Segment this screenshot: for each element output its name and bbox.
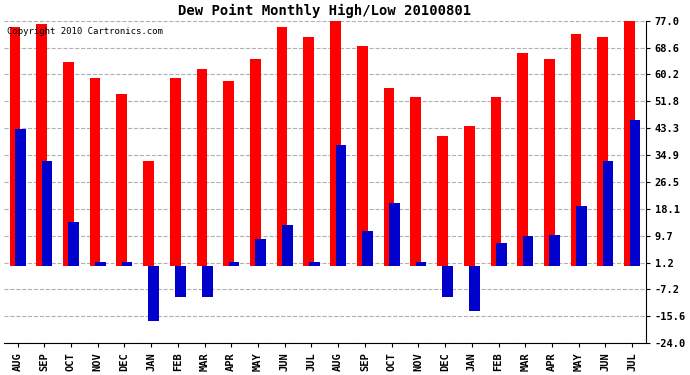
Bar bbox=[175, 267, 186, 297]
Bar bbox=[68, 222, 79, 267]
Bar bbox=[309, 262, 319, 267]
Bar bbox=[282, 225, 293, 267]
Bar bbox=[63, 62, 74, 267]
Bar bbox=[277, 27, 288, 267]
Bar bbox=[549, 235, 560, 267]
Bar bbox=[389, 203, 400, 267]
Bar bbox=[469, 267, 480, 311]
Bar bbox=[442, 267, 453, 297]
Bar bbox=[255, 239, 266, 267]
Bar bbox=[522, 236, 533, 267]
Bar bbox=[598, 37, 608, 267]
Bar bbox=[197, 69, 207, 267]
Bar bbox=[170, 78, 181, 267]
Bar bbox=[15, 129, 26, 267]
Bar bbox=[544, 59, 555, 267]
Bar bbox=[437, 136, 448, 267]
Title: Dew Point Monthly High/Low 20100801: Dew Point Monthly High/Low 20100801 bbox=[178, 4, 471, 18]
Bar bbox=[331, 18, 341, 267]
Bar bbox=[624, 21, 635, 267]
Bar bbox=[90, 78, 100, 267]
Bar bbox=[250, 59, 261, 267]
Bar bbox=[491, 98, 501, 267]
Bar bbox=[411, 98, 421, 267]
Text: Copyright 2010 Cartronics.com: Copyright 2010 Cartronics.com bbox=[8, 27, 164, 36]
Bar bbox=[464, 126, 475, 267]
Bar bbox=[335, 145, 346, 267]
Bar bbox=[496, 243, 506, 267]
Bar bbox=[362, 231, 373, 267]
Bar bbox=[357, 46, 368, 267]
Bar bbox=[576, 206, 586, 267]
Bar bbox=[95, 262, 106, 267]
Bar bbox=[41, 161, 52, 267]
Bar bbox=[117, 94, 127, 267]
Bar bbox=[10, 27, 20, 267]
Bar bbox=[224, 81, 234, 267]
Bar bbox=[143, 161, 154, 267]
Bar bbox=[121, 262, 132, 267]
Bar bbox=[202, 267, 213, 297]
Bar bbox=[629, 120, 640, 267]
Bar bbox=[228, 262, 239, 267]
Bar bbox=[304, 37, 314, 267]
Bar bbox=[415, 262, 426, 267]
Bar bbox=[148, 267, 159, 321]
Bar bbox=[384, 88, 395, 267]
Bar bbox=[37, 24, 47, 267]
Bar bbox=[518, 53, 528, 267]
Bar bbox=[571, 34, 582, 267]
Bar bbox=[603, 161, 613, 267]
